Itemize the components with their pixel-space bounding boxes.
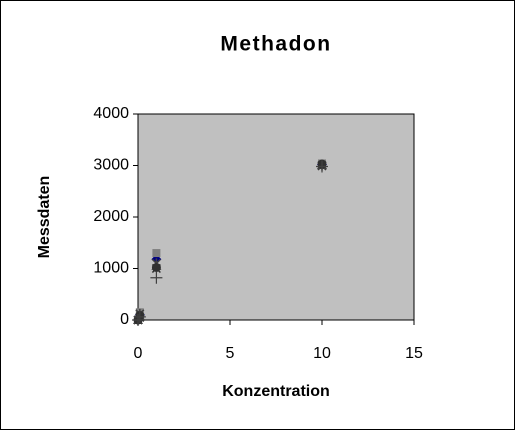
y-tick-label: 1000	[93, 260, 129, 277]
y-tick-label: 3000	[93, 157, 129, 174]
point	[316, 160, 328, 173]
x-tick-label: 5	[226, 345, 235, 362]
y-axis-title: Messdaten	[36, 176, 53, 259]
x-tick-label: 10	[313, 345, 331, 362]
y-tick-label: 2000	[93, 208, 129, 225]
point	[133, 310, 146, 323]
point	[151, 262, 161, 272]
point	[152, 249, 161, 258]
point	[150, 271, 163, 284]
x-tick-label: 15	[405, 345, 423, 362]
x-tick-label: 0	[134, 345, 143, 362]
point	[132, 314, 144, 326]
y-tick-label: 4000	[93, 105, 129, 122]
y-tick-label: 0	[120, 311, 129, 328]
x-axis-title: Konzentration	[222, 383, 330, 400]
chart-title: Methadon	[220, 33, 331, 56]
plot-area	[137, 113, 415, 321]
